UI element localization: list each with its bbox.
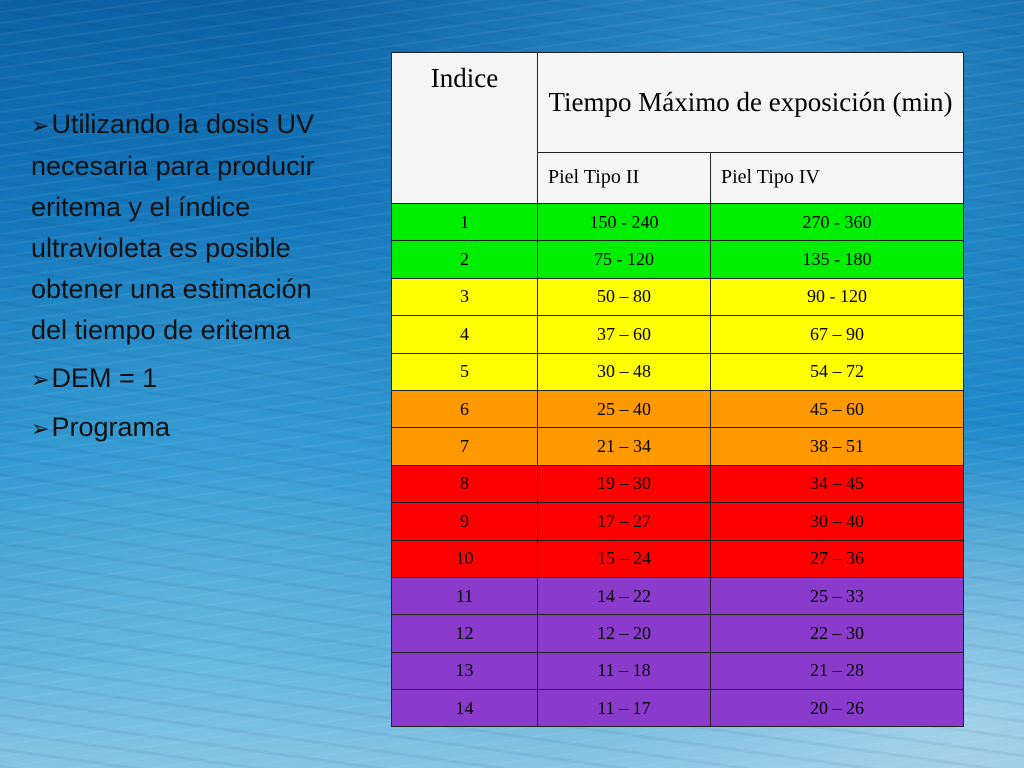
cell-piel-tipo-iv: 20 – 26 (710, 689, 964, 728)
cell-indice: 6 (391, 389, 538, 429)
cell-indice: 7 (391, 427, 538, 466)
cell-indice: 2 (391, 240, 538, 279)
cell-piel-tipo-ii: 21 – 34 (537, 427, 711, 466)
cell-indice: 1 (391, 202, 538, 242)
cell-indice: 8 (391, 464, 538, 504)
table-row: 11 14 – 22 25 – 33 (391, 576, 964, 616)
cell-indice: 9 (391, 502, 538, 541)
cell-piel-tipo-iv: 270 - 360 (710, 202, 964, 242)
cell-piel-tipo-iv: 21 – 28 (710, 651, 964, 691)
table-header: Indice Tiempo Máximo de exposición (min)… (391, 52, 964, 205)
table-row: 12 12 – 20 22 – 30 (391, 614, 964, 653)
bullet-list: ➢Utilizando la dosis UV necesaria para p… (31, 104, 331, 456)
bullet-item-uv-estimation: ➢Utilizando la dosis UV necesaria para p… (31, 104, 331, 351)
cell-piel-tipo-ii: 12 – 20 (537, 614, 711, 653)
bullet-item-programa: ➢Programa (31, 407, 331, 449)
table-row: 1 150 - 240 270 - 360 (391, 202, 964, 242)
table-row: 7 21 – 34 38 – 51 (391, 427, 964, 466)
bullet-text: Programa (51, 412, 170, 442)
cell-piel-tipo-iv: 38 – 51 (710, 427, 964, 466)
cell-indice: 11 (391, 576, 538, 616)
header-indice: Indice (391, 52, 538, 204)
cell-piel-tipo-ii: 15 – 24 (537, 539, 711, 578)
cell-indice: 4 (391, 315, 538, 354)
header-piel-tipo-iv: Piel Tipo IV (710, 151, 964, 205)
cell-indice: 5 (391, 352, 538, 391)
cell-piel-tipo-iv: 135 - 180 (710, 240, 964, 279)
table-row: 6 25 – 40 45 – 60 (391, 389, 964, 429)
cell-piel-tipo-ii: 50 – 80 (537, 277, 711, 317)
table-row: 8 19 – 30 34 – 45 (391, 464, 964, 504)
cell-piel-tipo-iv: 27 – 36 (710, 539, 964, 578)
cell-piel-tipo-ii: 14 – 22 (537, 576, 711, 616)
table-body: 1 150 - 240 270 - 360 2 75 - 120 135 - 180 3 50… (391, 202, 964, 728)
cell-indice: 3 (391, 277, 538, 317)
table-row: 4 37 – 60 67 – 90 (391, 315, 964, 354)
cell-piel-tipo-iv: 25 – 33 (710, 576, 964, 616)
header-row: Indice Tiempo Máximo de exposición (min) (391, 52, 964, 204)
uv-exposure-table: Indice Tiempo Máximo de exposición (min)… (391, 52, 964, 728)
arrow-bullet-icon: ➢ (31, 113, 50, 138)
table-row: 13 11 – 18 21 – 28 (391, 651, 964, 691)
cell-piel-tipo-iv: 22 – 30 (710, 614, 964, 653)
table-row: 5 30 – 48 54 – 72 (391, 352, 964, 391)
cell-piel-tipo-iv: 90 - 120 (710, 277, 964, 317)
cell-indice: 13 (391, 651, 538, 691)
cell-piel-tipo-ii: 30 – 48 (537, 352, 711, 391)
arrow-bullet-icon: ➢ (31, 367, 50, 392)
cell-piel-tipo-iv: 54 – 72 (710, 352, 964, 391)
table-row: 3 50 – 80 90 - 120 (391, 277, 964, 317)
cell-piel-tipo-iv: 30 – 40 (710, 502, 964, 541)
bullet-item-dem: ➢DEM = 1 (31, 358, 331, 400)
table-row: 10 15 – 24 27 – 36 (391, 539, 964, 578)
cell-piel-tipo-ii: 11 – 18 (537, 651, 711, 691)
table-row: 2 75 - 120 135 - 180 (391, 240, 964, 279)
cell-piel-tipo-ii: 37 – 60 (537, 315, 711, 354)
cell-piel-tipo-ii: 75 - 120 (537, 240, 711, 279)
cell-piel-tipo-iv: 67 – 90 (710, 315, 964, 354)
cell-indice: 10 (391, 539, 538, 578)
subheader-row: Piel Tipo II Piel Tipo IV (392, 151, 964, 205)
cell-piel-tipo-iv: 45 – 60 (710, 389, 964, 429)
bullet-text: Utilizando la dosis UV necesaria para pr… (31, 109, 315, 345)
header-piel-tipo-ii: Piel Tipo II (537, 151, 711, 205)
arrow-bullet-icon: ➢ (31, 416, 50, 441)
table-row: 14 11 – 17 20 – 26 (391, 689, 964, 728)
bullet-text: DEM = 1 (51, 363, 158, 393)
cell-piel-tipo-ii: 25 – 40 (537, 389, 711, 429)
cell-indice: 12 (391, 614, 538, 653)
cell-indice: 14 (391, 689, 538, 728)
table-row: 9 17 – 27 30 – 40 (391, 502, 964, 541)
cell-piel-tipo-ii: 19 – 30 (537, 464, 711, 504)
cell-piel-tipo-ii: 150 - 240 (537, 202, 711, 242)
cell-piel-tipo-ii: 17 – 27 (537, 502, 711, 541)
cell-piel-tipo-iv: 34 – 45 (710, 464, 964, 504)
header-tiempo-maximo: Tiempo Máximo de exposición (min) (537, 52, 964, 153)
cell-piel-tipo-ii: 11 – 17 (537, 689, 711, 728)
